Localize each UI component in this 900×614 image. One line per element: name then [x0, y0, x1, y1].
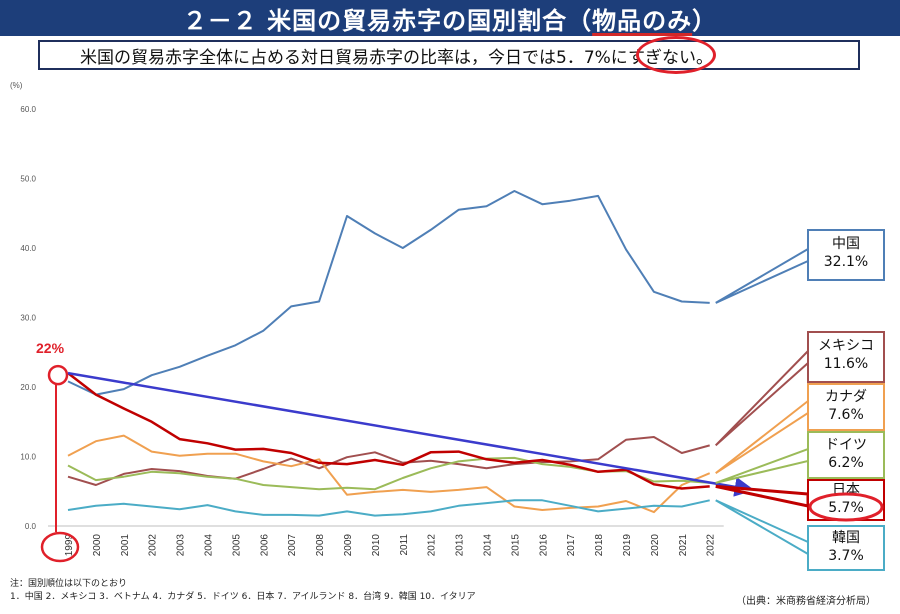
x-tick-label: 2011	[399, 534, 410, 556]
highlight-oval	[636, 36, 716, 74]
x-tick-label: 2007	[287, 534, 298, 557]
series-line	[67, 372, 710, 490]
callout-box	[807, 525, 885, 571]
callout-pointer	[714, 348, 809, 447]
subtitle-text: 米国の貿易赤字全体に占める対日貿易赤字の比率は，今日では5．7%にすぎない。	[80, 47, 713, 68]
callout-name: 中国	[832, 236, 860, 252]
y-unit-label: (%)	[10, 81, 23, 90]
x-tick-label: 2001	[120, 534, 131, 557]
y-tick-label: 20.0	[20, 383, 36, 392]
callout-pointer	[715, 447, 809, 484]
title-prefix: ２－２ 米国の貿易赤字の国別割合（	[182, 6, 593, 35]
series-line	[67, 190, 710, 396]
page-title: ２－２ 米国の貿易赤字の国別割合（ 物品のみ）	[0, 0, 900, 36]
chart-axes: (%) 0.0 10.0 20.0 30.0 40.0 50.0 60.0 1999 2000 20…	[10, 81, 724, 556]
callout-value: 11.6%	[824, 356, 868, 372]
y-tick-label: 50.0	[20, 175, 36, 184]
x-tick-label: 2021	[678, 534, 689, 557]
x-tick-label: 2010	[371, 534, 382, 557]
callout-box	[807, 331, 885, 383]
callout-name: カナダ	[825, 389, 867, 405]
start-year-circle	[40, 531, 80, 563]
series-line	[67, 436, 710, 486]
title-emphasis: 物品のみ	[592, 6, 693, 35]
callout-box	[807, 229, 885, 281]
subtitle-box: 米国の貿易赤字全体に占める対日貿易赤字の比率は，今日では5．7%にすぎない。	[38, 40, 860, 70]
y-tick-label: 40.0	[20, 244, 36, 253]
x-tick-label: 2006	[259, 534, 270, 557]
callout-value: 6.2%	[828, 455, 864, 471]
callout-value: 32.1%	[824, 254, 868, 270]
x-tick-label: 1999	[64, 534, 75, 557]
series-callouts: 中国32.1%メキシコ11.6%カナダ7.6%ドイツ6.2%日本5.7%韓国3.…	[714, 229, 885, 571]
x-tick-label: 2016	[538, 534, 549, 557]
x-tick-label: 2020	[650, 534, 661, 557]
callout-name: 韓国	[832, 530, 860, 546]
callout-box	[807, 383, 885, 431]
x-tick-label: 2009	[343, 534, 354, 557]
series-line	[67, 434, 711, 514]
trend-arrow	[67, 371, 755, 497]
y-tick-label: 60.0	[20, 105, 36, 114]
line-chart: (%) 0.0 10.0 20.0 30.0 40.0 50.0 60.0 1999 2000 20…	[10, 81, 885, 571]
series-lines	[67, 190, 711, 517]
series-line	[67, 499, 710, 517]
chart-annotations: 22%	[36, 340, 755, 563]
y-tick-label: 30.0	[20, 314, 36, 323]
x-tick-label: 2004	[204, 534, 215, 557]
x-tick-label: 2015	[510, 534, 521, 557]
y-tick-label: 0.0	[25, 522, 37, 531]
japan-value-circle	[808, 492, 884, 522]
x-tick-label: 2012	[427, 534, 438, 557]
start-point-circle	[47, 364, 69, 386]
x-tick-label: 2017	[566, 534, 577, 557]
x-tick-label: 2013	[455, 534, 466, 557]
x-tick-label: 2014	[483, 534, 494, 557]
x-tick-label: 2005	[231, 534, 242, 557]
y-tick-label: 10.0	[20, 453, 36, 462]
x-tick-label: 2003	[176, 534, 187, 557]
start-value-label: 22%	[36, 340, 65, 356]
x-tick-label: 2000	[92, 534, 103, 557]
callout-value: 7.6%	[828, 407, 864, 423]
callout-name: メキシコ	[818, 338, 874, 354]
x-tick-label: 2018	[594, 534, 605, 557]
footnote: 注：国別順位は以下のとおり 1．中国 2．メキシコ 3．ベトナム 4．カナダ 5…	[10, 578, 476, 604]
callout-box	[807, 431, 885, 479]
x-tick-label: 2019	[622, 534, 633, 557]
x-tick-label: 2002	[148, 534, 159, 557]
callout-name: ドイツ	[825, 437, 867, 453]
callout-pointer	[715, 247, 809, 304]
title-suffix: ）	[692, 6, 718, 35]
callout-value: 5.7%	[828, 500, 864, 516]
source-note: （出典：米商務省経済分析局）	[736, 596, 876, 607]
footnote-line-2: 1．中国 2．メキシコ 3．ベトナム 4．カナダ 5．ドイツ 6．日本 7．アイ…	[10, 592, 476, 602]
footnote-line-1: 注：国別順位は以下のとおり	[10, 579, 128, 589]
x-tick-label: 2008	[315, 534, 326, 557]
callout-pointer	[715, 499, 809, 556]
x-tick-label: 2022	[706, 534, 717, 557]
callout-pointer	[715, 484, 810, 508]
callout-value: 3.7%	[828, 548, 864, 564]
